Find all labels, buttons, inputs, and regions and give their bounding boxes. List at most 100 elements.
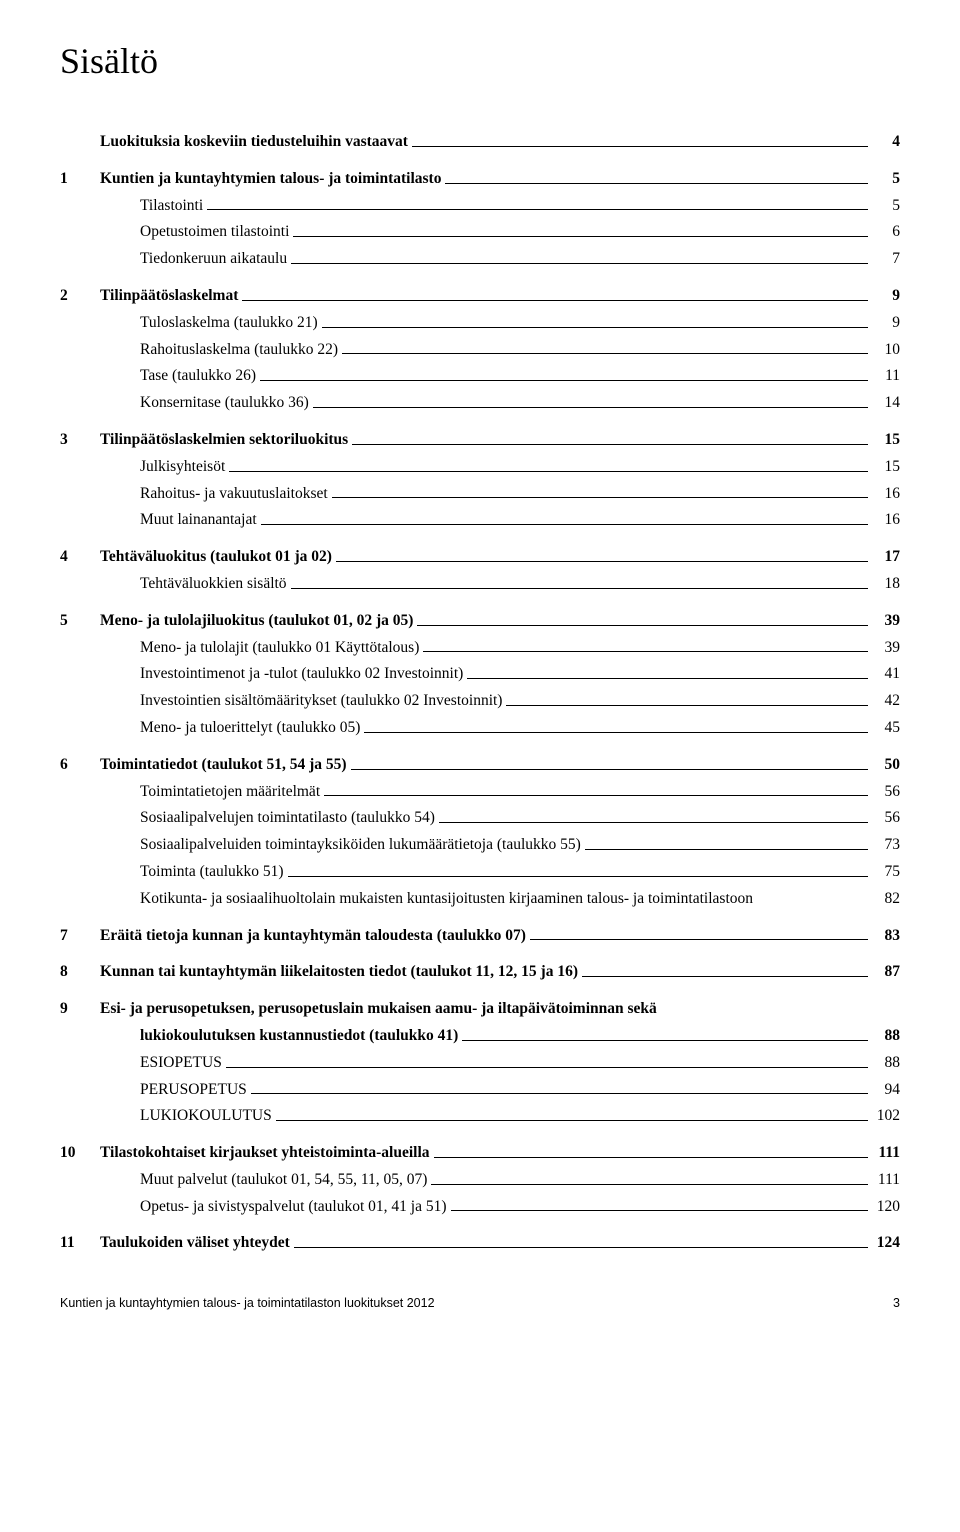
toc-leader [288,876,868,877]
toc-row[interactable]: PERUSOPETUS94 [60,1078,900,1103]
toc-entry-label: Kuntien ja kuntayhtymien talous- ja toim… [100,167,441,192]
toc-page-number: 124 [872,1231,900,1256]
toc-chapter-number: 1 [60,167,100,192]
toc-row[interactable]: Konsernitase (taulukko 36)14 [60,391,900,416]
toc-leader [226,1067,868,1068]
toc-entry-label: Kunnan tai kuntayhtymän liikelaitosten t… [100,960,578,985]
toc-chapter-number: 3 [60,428,100,453]
toc-row[interactable]: 4Tehtäväluokitus (taulukot 01 ja 02)17 [60,545,900,570]
toc-entry-label: Investointien sisältömääritykset (tauluk… [100,689,502,714]
toc-row[interactable]: LUKIOKOULUTUS102 [60,1104,900,1129]
toc-leader [445,183,868,184]
toc-row[interactable]: Meno- ja tulolajit (taulukko 01 Käyttöta… [60,636,900,661]
toc-row[interactable]: Tase (taulukko 26)11 [60,364,900,389]
toc-row[interactable]: 5Meno- ja tulolajiluokitus (taulukot 01,… [60,609,900,634]
toc-leader [336,561,868,562]
toc-entry-label: Tilastointi [100,194,203,219]
toc-leader [294,1247,868,1248]
toc-leader [291,263,868,264]
footer-left: Kuntien ja kuntayhtymien talous- ja toim… [60,1296,435,1310]
toc-entry-label: Toimintatiedot (taulukot 51, 54 ja 55) [100,753,347,778]
toc-row[interactable]: ESIOPETUS88 [60,1051,900,1076]
toc-entry-label: Meno- ja tulolajiluokitus (taulukot 01, … [100,609,413,634]
toc-leader [412,146,868,147]
toc-row[interactable]: 7Eräitä tietoja kunnan ja kuntayhtymän t… [60,924,900,949]
toc-page-number: 41 [872,662,900,687]
toc-page-number: 42 [872,689,900,714]
toc-leader [229,471,868,472]
toc-entry-label: Tilastokohtaiset kirjaukset yhteistoimin… [100,1141,430,1166]
toc-leader [293,236,868,237]
toc-row[interactable]: Investointimenot ja -tulot (taulukko 02 … [60,662,900,687]
toc-entry-label: Kotikunta- ja sosiaalihuoltolain mukaist… [100,887,872,912]
toc-leader [506,705,868,706]
toc-row[interactable]: 2Tilinpäätöslaskelmat9 [60,284,900,309]
toc-row[interactable]: Sosiaalipalvelujen toimintatilasto (taul… [60,806,900,831]
toc-row[interactable]: Tuloslaskelma (taulukko 21)9 [60,311,900,336]
toc-row[interactable]: Kotikunta- ja sosiaalihuoltolain mukaist… [60,887,900,912]
toc-row[interactable]: 8Kunnan tai kuntayhtymän liikelaitosten … [60,960,900,985]
toc-row[interactable]: 1Kuntien ja kuntayhtymien talous- ja toi… [60,167,900,192]
toc-page-number: 87 [872,960,900,985]
toc-row[interactable]: Tiedonkeruun aikataulu7 [60,247,900,272]
toc-entry-label: Tilinpäätöslaskelmien sektoriluokitus [100,428,348,453]
toc-row[interactable]: Rahoitus- ja vakuutuslaitokset16 [60,482,900,507]
toc-page-number: 45 [872,716,900,741]
toc-page-number: 111 [872,1141,900,1166]
toc-entry-label: Investointimenot ja -tulot (taulukko 02 … [100,662,463,687]
toc-row[interactable]: Tilastointi 5 [60,194,900,219]
toc-page-number: 10 [872,338,900,363]
toc-entry-label: Tuloslaskelma (taulukko 21) [100,311,318,336]
toc-entry-label: Meno- ja tuloerittelyt (taulukko 05) [100,716,360,741]
toc-entry-label: Rahoitus- ja vakuutuslaitokset [100,482,328,507]
toc-page-number: 39 [872,636,900,661]
toc-leader [260,380,868,381]
toc-row[interactable]: 6Toimintatiedot (taulukot 51, 54 ja 55)5… [60,753,900,778]
toc-entry-label: Sosiaalipalveluiden toimintayksiköiden l… [100,833,581,858]
toc-row[interactable]: Opetus- ja sivistyspalvelut (taulukot 01… [60,1195,900,1220]
toc-leader [276,1120,868,1121]
toc-row[interactable]: Sosiaalipalveluiden toimintayksiköiden l… [60,833,900,858]
toc-row[interactable]: Julkisyhteisöt15 [60,455,900,480]
toc-row[interactable]: Rahoituslaskelma (taulukko 22)10 [60,338,900,363]
toc-row[interactable]: Toimintatietojen määritelmät 56 [60,780,900,805]
toc-page-number: 50 [872,753,900,778]
toc-entry-label: ESIOPETUS [100,1051,222,1076]
toc-entry-label: Tehtäväluokkien sisältö [100,572,287,597]
toc-page-number: 102 [872,1104,900,1129]
toc-page-number: 56 [872,780,900,805]
toc-chapter-number: 10 [60,1141,100,1166]
toc-entry-label: Toimintatietojen määritelmät [100,780,320,805]
toc-chapter-number: 4 [60,545,100,570]
toc-leader [322,327,868,328]
toc-row[interactable]: Muut lainanantajat16 [60,508,900,533]
footer-page-number: 3 [893,1296,900,1310]
toc-row[interactable]: Meno- ja tuloerittelyt (taulukko 05) 45 [60,716,900,741]
toc-leader [462,1040,868,1041]
toc-entry-label: PERUSOPETUS [100,1078,247,1103]
toc-entry-label: Opetustoimen tilastointi [100,220,289,245]
toc-entry-label: Opetus- ja sivistyspalvelut (taulukot 01… [100,1195,447,1220]
toc-row[interactable]: Opetustoimen tilastointi6 [60,220,900,245]
toc-entry-label: Esi- ja perusopetuksen, perusopetuslain … [100,997,657,1022]
toc-row[interactable]: 9Esi- ja perusopetuksen, perusopetuslain… [60,997,900,1022]
toc-leader [207,209,868,210]
toc-row[interactable]: 11Taulukoiden väliset yhteydet124 [60,1231,900,1256]
toc-row[interactable]: Luokituksia koskeviin tiedusteluihin vas… [60,130,900,155]
toc-row[interactable]: Tehtäväluokkien sisältö18 [60,572,900,597]
toc-row[interactable]: 3Tilinpäätöslaskelmien sektoriluokitus15 [60,428,900,453]
toc-row[interactable]: 10Tilastokohtaiset kirjaukset yhteistoim… [60,1141,900,1166]
toc-leader [451,1210,868,1211]
toc-page-number: 16 [872,508,900,533]
toc-page-number: 111 [872,1168,900,1193]
toc-row[interactable]: lukiokoulutuksen kustannustiedot (tauluk… [60,1024,900,1049]
toc-row[interactable]: Toiminta (taulukko 51)75 [60,860,900,885]
toc-page-number: 88 [872,1024,900,1049]
toc-entry-label: lukiokoulutuksen kustannustiedot (tauluk… [100,1024,458,1049]
toc-row[interactable]: Investointien sisältömääritykset (tauluk… [60,689,900,714]
toc-page-number: 5 [872,194,900,219]
toc-leader [324,795,868,796]
toc-row[interactable]: Muut palvelut (taulukot 01, 54, 55, 11, … [60,1168,900,1193]
toc-leader [351,769,868,770]
toc-page-number: 75 [872,860,900,885]
